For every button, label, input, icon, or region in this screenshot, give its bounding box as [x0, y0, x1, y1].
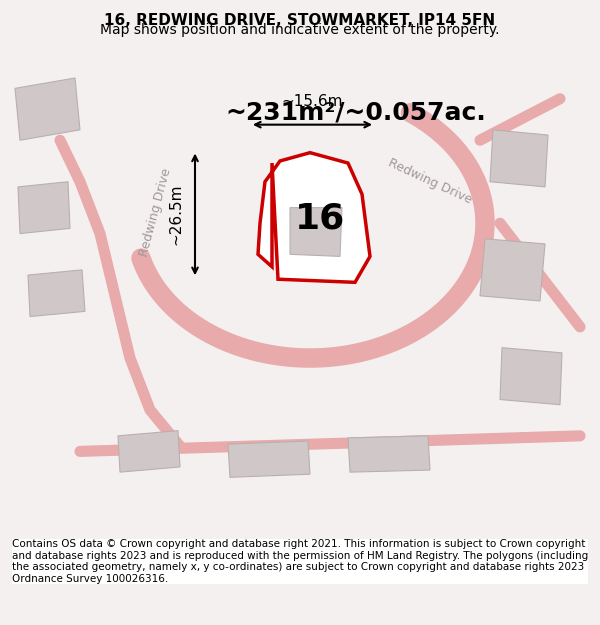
Text: 16, REDWING DRIVE, STOWMARKET, IP14 5FN: 16, REDWING DRIVE, STOWMARKET, IP14 5FN [104, 13, 496, 28]
Text: ~231m²/~0.057ac.: ~231m²/~0.057ac. [225, 101, 486, 124]
Polygon shape [15, 78, 80, 140]
Polygon shape [258, 152, 370, 282]
Polygon shape [290, 208, 342, 256]
Polygon shape [348, 436, 430, 472]
Polygon shape [118, 431, 180, 472]
Text: ~26.5m: ~26.5m [168, 184, 183, 245]
Text: 16: 16 [295, 201, 345, 235]
Polygon shape [480, 239, 545, 301]
Polygon shape [490, 130, 548, 187]
Text: Redwing Drive: Redwing Drive [386, 157, 474, 207]
Text: Contains OS data © Crown copyright and database right 2021. This information is : Contains OS data © Crown copyright and d… [12, 539, 588, 584]
Polygon shape [500, 348, 562, 405]
Text: ~15.6m: ~15.6m [282, 94, 343, 109]
Polygon shape [28, 270, 85, 316]
Text: Redwing Drive: Redwing Drive [137, 168, 173, 259]
Text: Map shows position and indicative extent of the property.: Map shows position and indicative extent… [100, 22, 500, 36]
Polygon shape [228, 441, 310, 478]
Polygon shape [18, 182, 70, 234]
